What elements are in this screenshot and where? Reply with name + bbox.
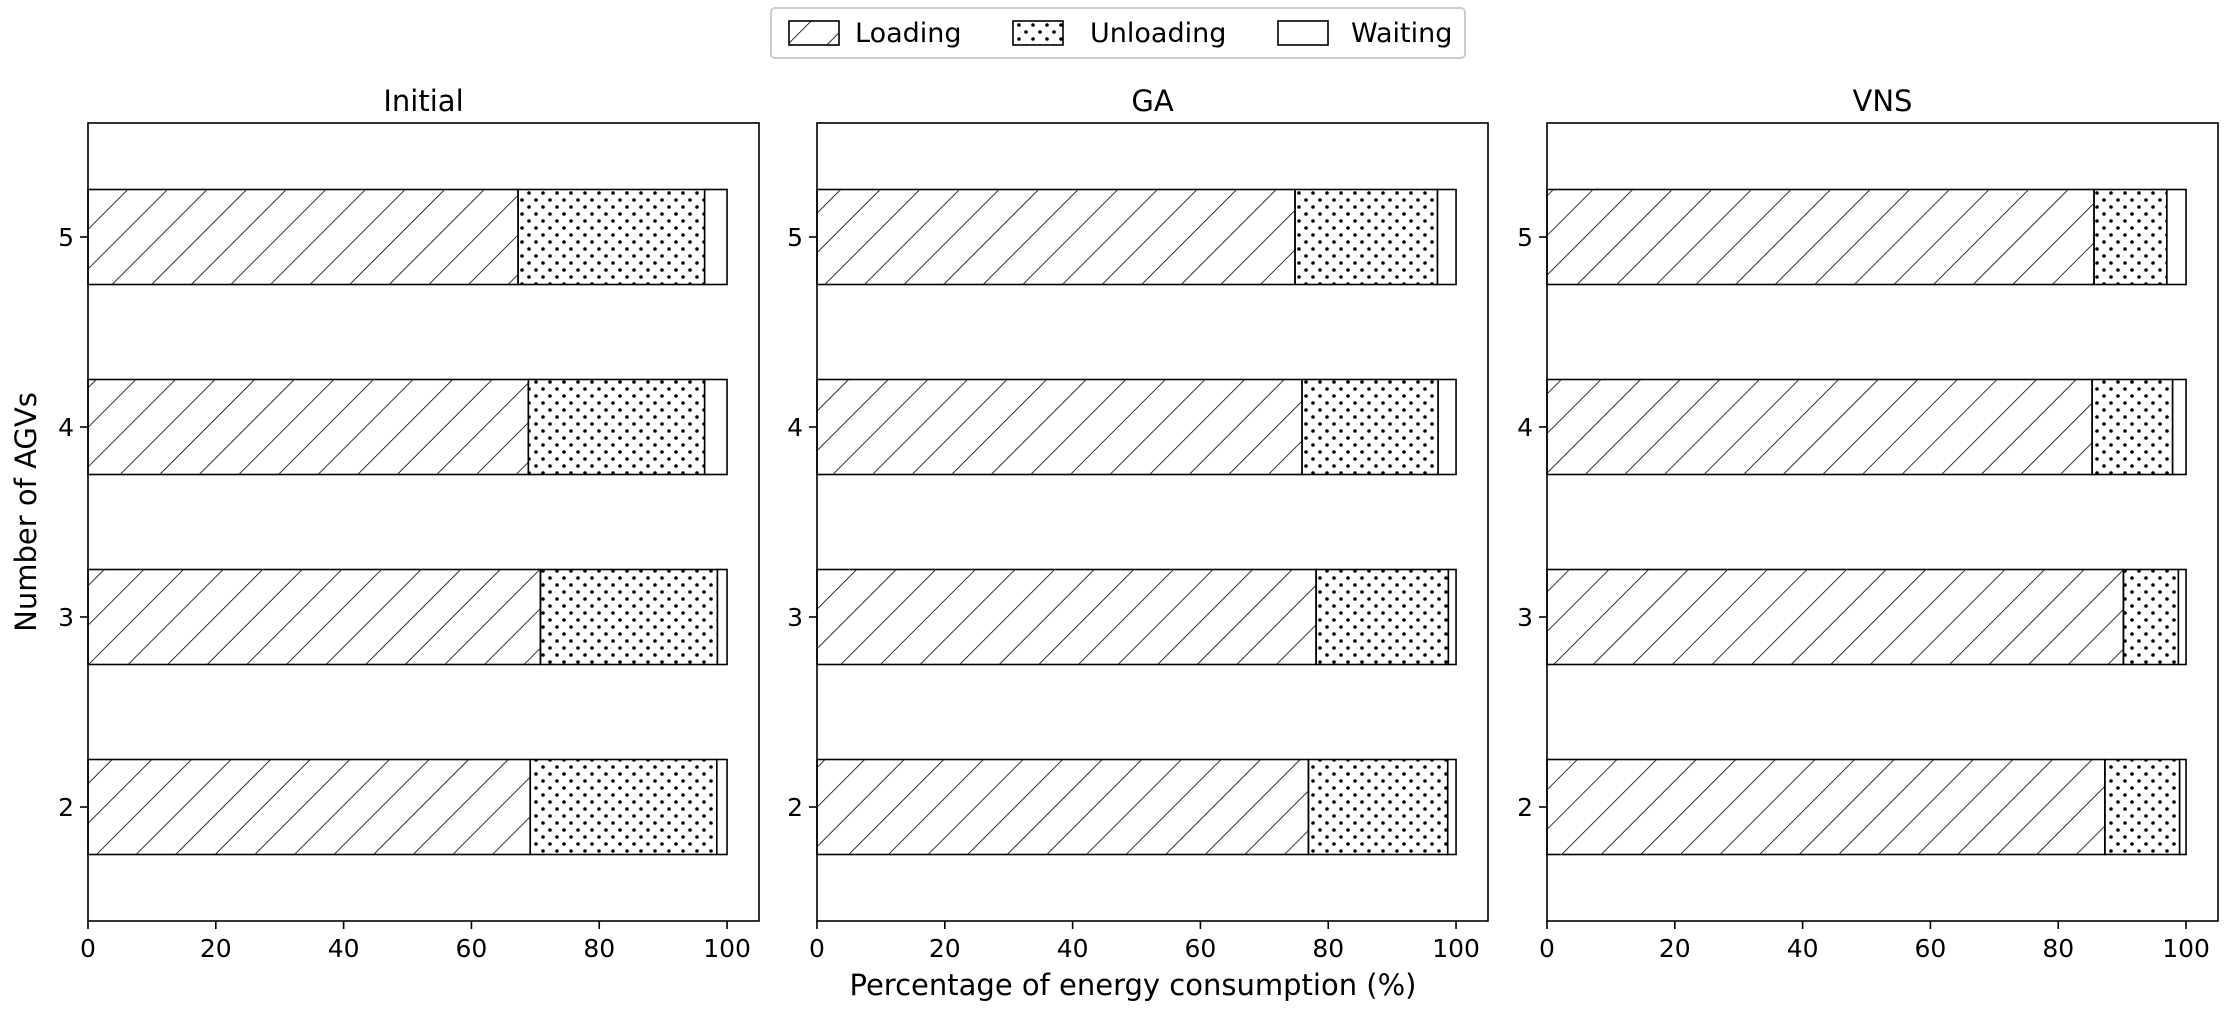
y-tick-label-4: 4 (787, 413, 803, 442)
chart-panel-initial: 0 20 40 60 80 100 2 3 4 5 Initial (58, 84, 760, 963)
y-tick-label-4: 4 (58, 413, 74, 442)
bar-loading-3 (816, 568, 1317, 666)
bar-loading-4 (816, 378, 1303, 476)
bar-waiting-3 (1447, 568, 1457, 666)
y-tick-label-2: 2 (787, 793, 803, 822)
legend-label-unloading: Unloading (1090, 18, 1226, 49)
legend-label-waiting: Waiting (1351, 18, 1452, 49)
chart-panel-ga: 0 20 40 60 80 100 2 3 4 5 GA (787, 84, 1489, 963)
x-tick-label-40: 40 (328, 934, 360, 963)
x-axis-label: Percentage of energy consumption (%) (850, 968, 1417, 1002)
bar-loading-3 (87, 568, 542, 666)
x-tick-label-60: 60 (1915, 934, 1947, 963)
x-tick-label-20: 20 (1659, 934, 1691, 963)
bar-waiting-4 (703, 378, 728, 476)
bar-loading-4 (1546, 378, 2093, 476)
bar-waiting-5 (1436, 188, 1457, 286)
y-tick-label-2: 2 (58, 793, 74, 822)
bar-waiting-3 (716, 568, 728, 666)
bar-unloading-2 (1307, 758, 1449, 856)
x-tick-label-20: 20 (929, 934, 961, 963)
bar-loading-4 (87, 378, 530, 476)
x-tick-label-0: 0 (1539, 934, 1555, 963)
legend-label-loading: Loading (855, 18, 962, 49)
bar-unloading-5 (2093, 188, 2168, 286)
y-axis-label: Number of AGVs (9, 392, 43, 632)
y-tick-label-5: 5 (1517, 223, 1533, 252)
bar-unloading-4 (2091, 378, 2174, 476)
y-tick-label-5: 5 (58, 223, 74, 252)
x-tick-label-20: 20 (200, 934, 232, 963)
bar-unloading-5 (517, 188, 706, 286)
x-tick-label-100: 100 (1432, 934, 1480, 963)
x-tick-label-80: 80 (583, 934, 615, 963)
bar-waiting-3 (2177, 568, 2187, 666)
bar-waiting-5 (2166, 188, 2187, 286)
bar-unloading-3 (539, 568, 719, 666)
x-tick-label-80: 80 (1312, 934, 1344, 963)
y-tick-label-5: 5 (787, 223, 803, 252)
y-tick-label-3: 3 (1517, 603, 1533, 632)
bar-waiting-4 (2171, 378, 2187, 476)
bar-loading-2 (87, 758, 532, 856)
chart-title-ga: GA (1131, 84, 1173, 118)
bar-unloading-5 (1294, 188, 1439, 286)
x-tick-label-60: 60 (1185, 934, 1217, 963)
x-tick-label-0: 0 (809, 934, 825, 963)
chart-title-initial: Initial (383, 84, 463, 118)
axes-frame (816, 122, 1489, 922)
chart-title-vns: VNS (1853, 84, 1913, 118)
x-tick-label-100: 100 (2162, 934, 2210, 963)
x-tick-label-0: 0 (80, 934, 96, 963)
y-tick-label-2: 2 (1517, 793, 1533, 822)
bar-loading-3 (1546, 568, 2125, 666)
y-tick-label-4: 4 (1517, 413, 1533, 442)
bar-waiting-2 (2178, 758, 2187, 856)
bar-unloading-2 (529, 758, 718, 856)
chart-panel-vns: 0 20 40 60 80 100 2 3 4 5 VNS (1517, 84, 2219, 963)
bar-loading-2 (1546, 758, 2106, 856)
bar-loading-5 (87, 188, 519, 286)
bar-unloading-4 (1301, 378, 1439, 476)
bar-unloading-3 (1315, 568, 1450, 666)
legend-swatch-waiting (1277, 20, 1329, 46)
axes-frame (1546, 122, 2219, 922)
legend-swatch-unloading (1012, 20, 1064, 46)
y-tick-label-3: 3 (787, 603, 803, 632)
x-tick-label-100: 100 (703, 934, 751, 963)
bar-loading-2 (816, 758, 1310, 856)
bar-loading-5 (816, 188, 1296, 286)
legend-swatch-loading (788, 20, 840, 46)
axes-frame (87, 122, 760, 922)
bar-unloading-4 (527, 378, 706, 476)
bar-waiting-2 (1446, 758, 1457, 856)
bar-loading-5 (1546, 188, 2095, 286)
x-tick-label-60: 60 (456, 934, 488, 963)
bar-waiting-4 (1437, 378, 1457, 476)
bar-unloading-3 (2122, 568, 2180, 666)
x-tick-label-40: 40 (1787, 934, 1819, 963)
x-tick-label-40: 40 (1057, 934, 1089, 963)
bar-unloading-2 (2104, 758, 2181, 856)
bar-waiting-2 (716, 758, 728, 856)
bar-waiting-5 (703, 188, 728, 286)
x-tick-label-80: 80 (2042, 934, 2074, 963)
y-tick-label-3: 3 (58, 603, 74, 632)
legend: Loading Unloading Waiting (770, 7, 1466, 59)
